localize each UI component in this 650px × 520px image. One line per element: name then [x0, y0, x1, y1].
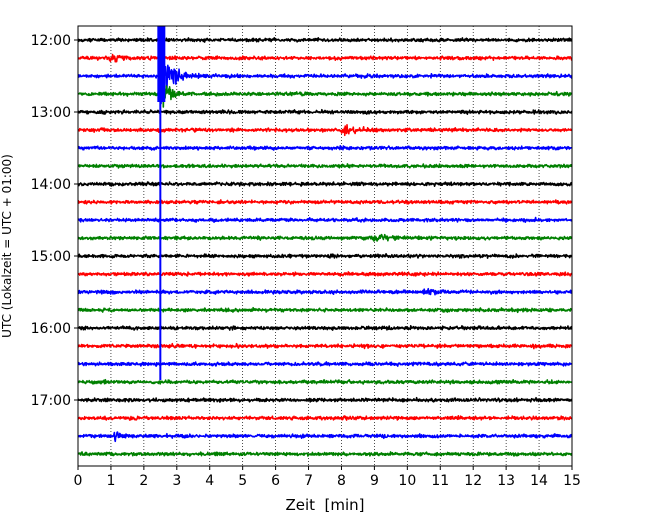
y-tick-label: 15:00: [31, 249, 71, 265]
x-tick-label: 14: [530, 473, 548, 489]
x-tick-label: 5: [238, 473, 247, 489]
y-axis: 12:00 13:00 14:00 15:00 16:00 17:00: [31, 33, 78, 409]
x-tick-label: 15: [563, 473, 581, 489]
x-tick-label: 4: [205, 473, 214, 489]
trace-1645: [78, 378, 572, 385]
x-tick-label: 11: [431, 473, 449, 489]
y-axis-label: UTC (Lokalzeit = UTC + 01:00): [0, 154, 14, 338]
x-tick-label: 7: [304, 473, 313, 489]
trace-1745: [78, 451, 572, 457]
x-tick-label: 0: [74, 473, 83, 489]
y-tick-label: 16:00: [31, 321, 71, 337]
x-tick-label: 1: [106, 473, 115, 489]
x-tick-label: 6: [271, 473, 280, 489]
trace-1700: [78, 396, 572, 403]
y-tick-label: 12:00: [31, 33, 71, 49]
x-tick-label: 8: [337, 473, 346, 489]
x-tick-label: 13: [497, 473, 515, 489]
plot-frame: [77, 25, 573, 467]
x-tick-label: 12: [464, 473, 482, 489]
y-tick-label: 14:00: [31, 177, 71, 193]
x-axis-label: Zeit [min]: [285, 496, 364, 514]
y-tick-label: 13:00: [31, 105, 71, 121]
x-axis: 0 1 2 3 4 5 6 7 8 9 10 11 12 13 14 15: [74, 466, 581, 489]
trace-1715: [78, 414, 572, 421]
grid: [110, 26, 540, 466]
y-tick-label: 17:00: [31, 393, 71, 409]
clipped-event-burst: [157, 26, 166, 102]
x-tick-label: 2: [139, 473, 148, 489]
x-tick-label: 9: [370, 473, 379, 489]
x-tick-label: 10: [398, 473, 416, 489]
trace-group: [78, 26, 572, 457]
x-tick-label: 3: [172, 473, 181, 489]
trace-1730: [78, 431, 572, 443]
